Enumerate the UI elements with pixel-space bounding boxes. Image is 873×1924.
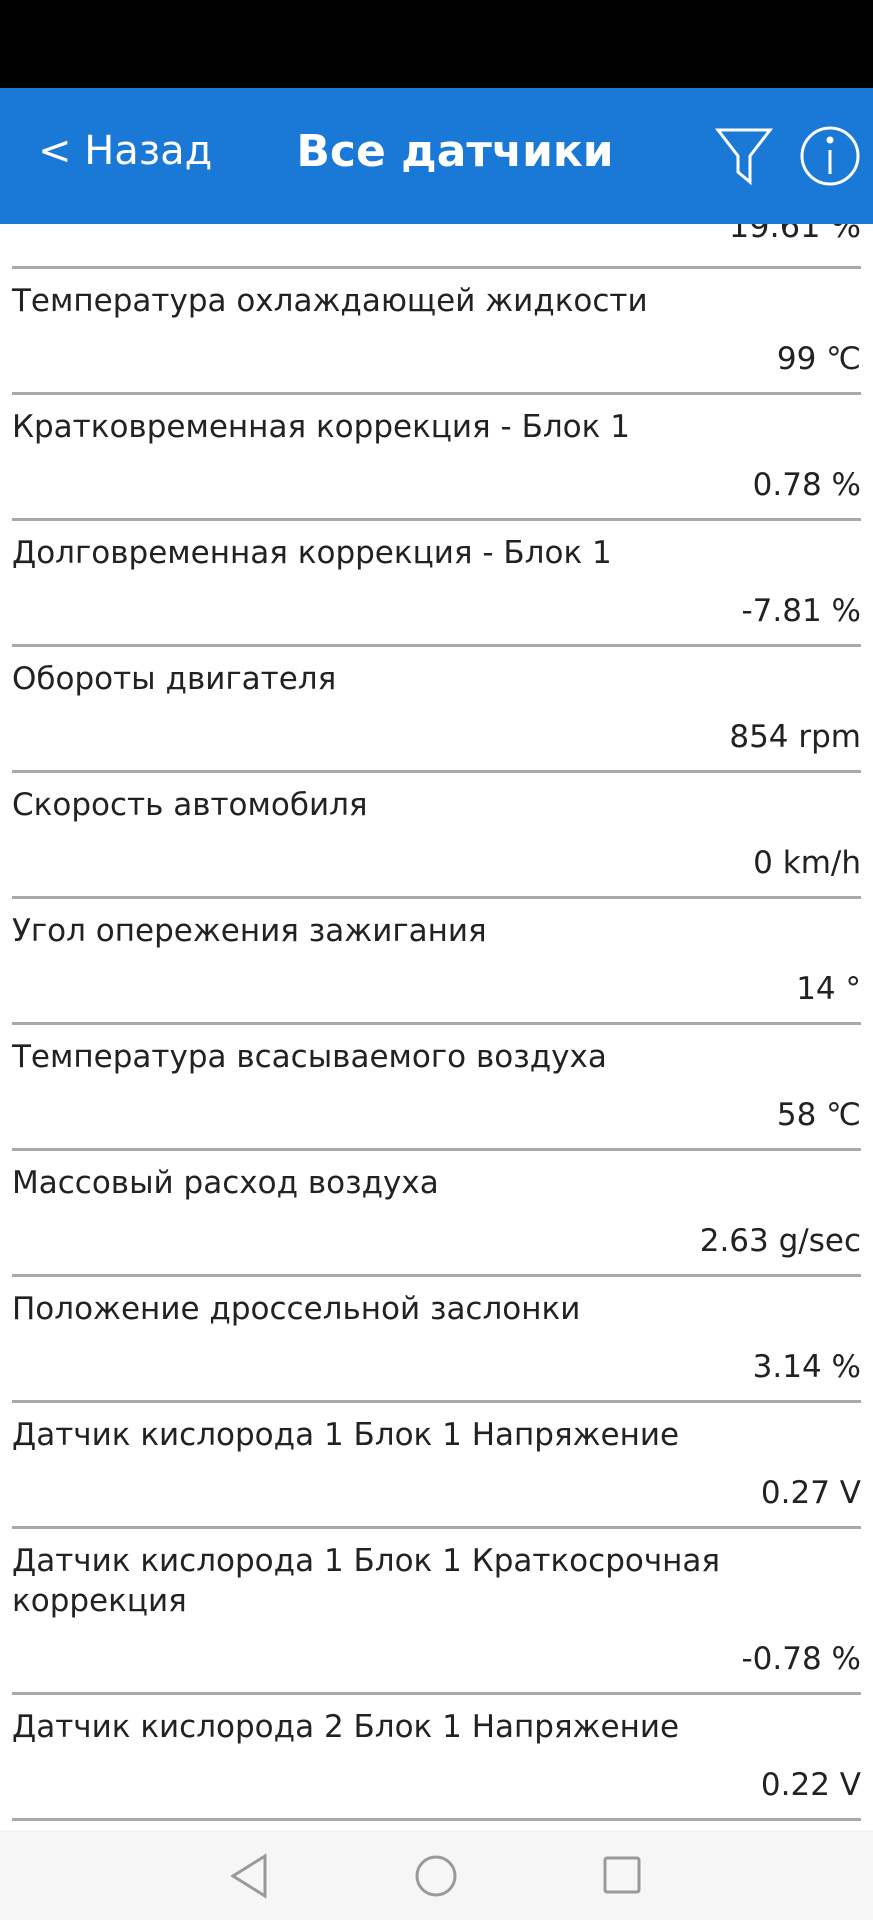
nav-back[interactable] [230,1853,267,1899]
separator [12,1818,861,1821]
status-bar [0,0,873,88]
sensor-label: Температура всасываемого воздуха [12,1039,607,1075]
sensor-value: -7.81 % [741,593,861,629]
sensor-value: 14 ° [796,971,861,1007]
sensor-row: Датчик кислорода 1 Блок 1 Краткосрочная … [12,1526,861,1692]
sensor-label: Датчик кислорода 1 Блок 1 Напряжение [12,1417,680,1453]
back-button[interactable]: < Назад [38,128,213,174]
sensor-row: Температура охлаждающей жидкости 99 ℃ [12,266,861,392]
sensor-row: Положение дроссельной заслонки 3.14 % [12,1274,861,1400]
sensor-label: Угол опережения зажигания [12,913,487,949]
nav-icons [230,1853,641,1899]
sensor-row: Датчик кислорода 1 Блок 1 Напряжение 0.27… [12,1400,861,1526]
sensor-row: Долговременная коррекция - Блок 1 -7.81 % [12,518,861,644]
app-header: < Назад Все датчики [0,88,873,224]
sensor-list-content: 19.61 % Температура охлаждающей жидкости… [12,224,861,1821]
info-icon[interactable] [800,126,860,186]
sensor-value: 2.63 g/sec [699,1223,861,1259]
sensor-value: 854 rpm [729,719,861,755]
sensor-row: Датчик кислорода 2 Блок 1 Напряжение 0.22… [12,1692,861,1818]
sensor-list: 19.61 % Температура охлаждающей жидкости… [0,224,873,1830]
navigation-bar [0,1830,873,1920]
sensor-label: Обороты двигателя [12,661,337,697]
header-icons [714,126,860,186]
sensor-value: 58 ℃ [776,1097,861,1133]
sensor-row: Кратковременная коррекция - Блок 1 0.78 % [12,392,861,518]
sensor-label: Скорость автомобиля [12,787,368,823]
sensor-value: 0.78 % [752,467,861,503]
sensor-label: Положение дроссельной заслонки [12,1291,581,1327]
sensor-row: Обороты двигателя 854 rpm [12,644,861,770]
sensor-label: Долговременная коррекция - Блок 1 [12,535,612,571]
sensor-value: 99 ℃ [776,341,861,377]
page-title: Все датчики [296,126,614,177]
sensor-value: -0.78 % [741,1641,861,1677]
filter-icon[interactable] [714,128,774,186]
sensor-value: 0.22 V [760,1767,861,1803]
sensor-value: 0 km/h [753,845,861,881]
sensor-value: 0.27 V [760,1475,861,1511]
sensor-row: Скорость автомобиля 0 km/h [12,770,861,896]
sensor-label: Температура охлаждающей жидкости [12,283,648,319]
sensor-row: Массовый расход воздуха 2.63 g/sec [12,1148,861,1274]
sensor-row: Угол опережения зажигания 14 ° [12,896,861,1022]
sensor-value: 19.61 % [728,224,861,245]
sensor-value: 3.14 % [752,1349,861,1385]
sensor-label: Массовый расход воздуха [12,1165,439,1201]
sensor-label: Кратковременная коррекция - Блок 1 [12,409,630,445]
nav-home[interactable] [415,1855,457,1897]
nav-recent[interactable] [603,1856,641,1894]
sensor-row: Температура всасываемого воздуха 58 ℃ [12,1022,861,1148]
sensor-label: Датчик кислорода 2 Блок 1 Напряжение [12,1709,680,1745]
sensor-label: Датчик кислорода 1 Блок 1 Краткосрочная … [12,1543,721,1619]
